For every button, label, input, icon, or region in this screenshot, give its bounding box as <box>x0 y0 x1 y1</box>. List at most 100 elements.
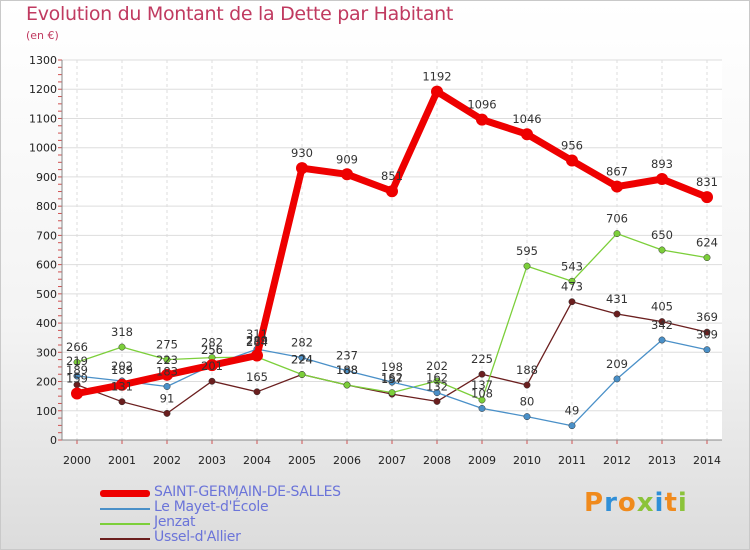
data-label: 543 <box>561 259 583 273</box>
series-point <box>703 328 711 336</box>
x-tick-label: 2001 <box>108 454 136 467</box>
series-point <box>478 396 486 404</box>
data-label: 706 <box>606 212 628 226</box>
data-label: 188 <box>516 363 538 377</box>
series-point <box>566 154 578 167</box>
series-point <box>478 370 486 378</box>
series-point <box>73 372 81 380</box>
data-label: 183 <box>156 365 178 379</box>
series-point <box>568 422 576 430</box>
data-label: 224 <box>291 353 313 367</box>
data-label: 369 <box>696 310 718 324</box>
series-point <box>206 359 218 372</box>
data-label: 80 <box>520 395 535 409</box>
data-label: 282 <box>291 336 313 350</box>
series-point <box>161 368 173 381</box>
data-label: 132 <box>426 379 448 393</box>
logo-letter: o <box>617 488 637 518</box>
data-label: 202 <box>426 359 448 373</box>
data-label: 624 <box>696 236 718 250</box>
data-label: 1046 <box>512 112 541 126</box>
data-label: 650 <box>651 228 673 242</box>
x-tick-label: 2008 <box>423 454 451 467</box>
legend-label-saint-germain: SAINT-GERMAIN-DE-SALLES <box>154 484 341 500</box>
series-point <box>73 358 81 366</box>
x-tick-label: 2004 <box>243 454 271 467</box>
series-point <box>521 128 533 141</box>
logo-letter: i <box>677 488 688 518</box>
series-point <box>523 381 531 389</box>
series-point <box>568 277 576 285</box>
data-label: 311 <box>246 327 268 341</box>
proxiti-logo: Proxiti <box>584 488 688 518</box>
data-label: 851 <box>381 169 403 183</box>
data-label: 188 <box>336 363 358 377</box>
y-tick-label: 400 <box>36 317 57 330</box>
x-tick-label: 2010 <box>513 454 541 467</box>
series-point <box>118 398 126 406</box>
data-label: 209 <box>606 357 628 371</box>
data-label: 131 <box>111 380 133 394</box>
series-point <box>433 397 441 405</box>
data-label: 595 <box>516 244 538 258</box>
data-label: 49 <box>565 404 580 418</box>
series-point <box>658 246 666 254</box>
data-label: 956 <box>561 139 583 153</box>
y-tick-label: 500 <box>36 288 57 301</box>
data-label: 223 <box>156 353 178 367</box>
data-label: 137 <box>471 378 493 392</box>
legend-swatch-le-mayet <box>100 508 150 510</box>
y-tick-label: 1100 <box>29 112 57 125</box>
series-point <box>433 389 441 397</box>
series-point <box>388 378 396 386</box>
data-label: 224 <box>291 353 313 367</box>
series-point <box>613 310 621 318</box>
logo-letter: r <box>604 488 618 518</box>
series-point <box>523 262 531 270</box>
logo-letter: i <box>654 488 665 518</box>
series-point <box>341 168 353 181</box>
series-point <box>298 354 306 362</box>
series-point <box>163 356 171 364</box>
data-label: 284 <box>246 335 268 349</box>
y-tick-label: 1200 <box>29 83 57 96</box>
data-label: 189 <box>111 363 133 377</box>
series-point <box>388 389 396 397</box>
legend-swatch-jenzat <box>100 523 150 525</box>
data-label: 275 <box>156 338 178 352</box>
data-label: 431 <box>606 292 628 306</box>
data-label: 162 <box>381 371 403 385</box>
data-label: 831 <box>696 175 718 189</box>
data-label: 930 <box>291 146 313 160</box>
legend-label-jenzat: Jenzat <box>154 514 196 530</box>
y-tick-label: 100 <box>36 405 57 418</box>
series-point <box>703 254 711 262</box>
data-label: 342 <box>651 318 673 332</box>
data-label: 157 <box>381 372 403 386</box>
series-point <box>568 298 576 306</box>
x-tick-label: 2003 <box>198 454 226 467</box>
logo-letter: x <box>636 488 655 518</box>
series-point <box>478 404 486 412</box>
y-tick-label: 900 <box>36 171 57 184</box>
y-tick-label: 800 <box>36 200 57 213</box>
series-point <box>613 230 621 238</box>
data-label: 202 <box>111 359 133 373</box>
series-point <box>658 336 666 344</box>
series-point <box>656 172 668 185</box>
series-point <box>118 343 126 351</box>
data-label: 219 <box>66 354 88 368</box>
legend-swatch-ussel <box>100 538 150 540</box>
data-label: 198 <box>381 360 403 374</box>
series-point <box>163 409 171 417</box>
x-tick-label: 2011 <box>558 454 586 467</box>
y-tick-label: 700 <box>36 229 57 242</box>
series-point <box>611 180 623 193</box>
series-point <box>613 375 621 383</box>
legend-swatch-saint-germain <box>100 490 150 497</box>
data-label: 867 <box>606 165 628 179</box>
series-point <box>343 381 351 389</box>
data-label: 201 <box>201 359 223 373</box>
series-point <box>163 383 171 390</box>
data-label: 91 <box>160 391 175 405</box>
